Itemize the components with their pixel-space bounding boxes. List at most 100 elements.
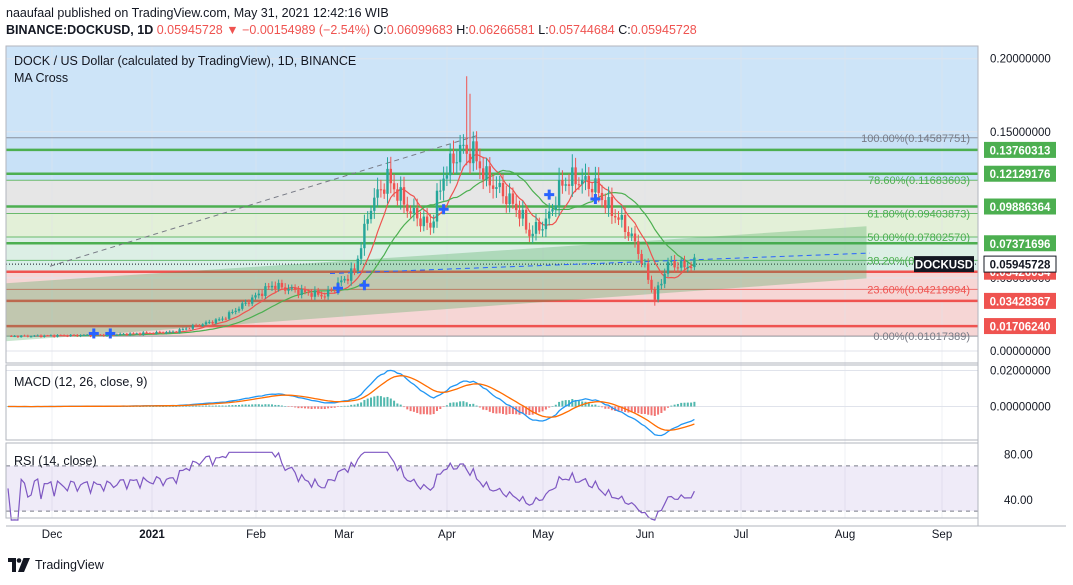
time-axis[interactable]: Dec 2021 Feb Mar Apr May Jun Jul Aug Sep [42,529,952,541]
macd-bar [218,405,221,407]
macd-bar [419,406,422,415]
candle-body [475,141,478,162]
candle-body [29,336,33,338]
macd-bar [257,404,260,407]
candle-body [369,210,373,220]
candle-body [501,182,505,197]
candle-body [175,331,178,333]
price-pane[interactable]: 100.00%(0.14587751) 78.60%(0.11683603) 61.… [5,46,978,518]
support-tag [984,292,1056,309]
macd-bar [525,406,528,415]
macd-bar [379,396,382,407]
macd-bar [406,406,409,410]
macd-bar [422,406,425,415]
macd-bar [445,405,448,407]
candle-body [511,193,515,204]
macd-bar [261,404,264,407]
candle-body [300,288,303,295]
chart-canvas[interactable]: 100.00%(0.14587751) 78.60%(0.11683603) 61.… [0,42,1073,554]
price-axis-tick: 0.15000000 [990,127,1051,139]
candle-body [673,260,676,268]
macd-bar [310,406,313,410]
fib-lines [6,137,978,337]
candle-body [449,153,452,176]
candle-body [135,333,138,335]
candle-body [389,168,392,184]
macd-bar [274,404,277,407]
macd-bar [330,406,333,409]
macd-bar [373,396,376,407]
candle-body [600,192,604,201]
rsi-title: RSI (14, close) [14,454,97,468]
candle-body [508,193,511,205]
macd-bar [198,405,201,407]
candle-body [412,208,416,214]
close-value: 0.05945728 [630,23,697,37]
macd-bar [577,400,580,407]
macd-bar [492,406,495,414]
macd-bar [297,406,300,409]
ma-cross-plus-icon [359,280,370,291]
macd-bar [680,402,683,407]
macd-pane[interactable]: 0.02000000 0.00000000 MACD (12, 26, close… [6,366,1051,437]
candle-body [148,332,152,334]
candle-body [115,334,119,336]
macd-bar [637,406,640,414]
macd-bar [630,406,633,413]
rsi-band-fill [6,465,978,512]
macd-bar [634,406,636,413]
candle-body [330,289,333,291]
macd-bar [145,406,148,407]
candle-body [59,334,62,336]
macd-bar [409,406,412,412]
horizontal-levels [6,148,978,328]
footer: TradingView [8,558,104,572]
candle-body [363,223,366,249]
macd-bar [686,402,689,407]
rsi-pane[interactable]: 80.00 40.00 RSI (14, close) [6,450,1033,521]
time-axis-label: 2021 [139,529,165,541]
ma-cross-plus-icon [105,328,116,339]
candle-body [293,287,297,290]
macd-bar [538,406,541,413]
macd-bar [317,406,320,409]
candle-body [465,144,468,154]
macd-bar [561,400,564,407]
macd-bar [185,406,188,407]
candle-body [208,321,211,323]
candle-body [554,205,557,210]
candle-body [13,336,16,338]
macd-bar [554,404,557,407]
macd-bar [449,402,452,407]
candle-body [548,211,551,219]
candle-body [620,214,623,220]
time-axis-label: Sep [932,529,952,541]
candle-body [386,168,389,194]
candle-body [396,189,399,201]
macd-bar [238,404,240,407]
resistance-tag [984,198,1056,215]
macd-bar [320,406,323,409]
candle-body [16,336,20,338]
macd-bar [551,406,554,407]
candle-body [422,216,425,227]
tradingview-brand[interactable]: TradingView [35,558,104,572]
macd-bar [673,404,676,407]
candle-body [211,321,214,324]
macd-bar [323,406,326,409]
candle-body [333,289,336,291]
candle-body [168,331,171,333]
candle-body [260,293,264,296]
candle-body [138,333,142,335]
open-label: O: [373,23,387,37]
candle-body [455,162,458,164]
candle-body [23,335,26,337]
macd-bar [465,402,468,407]
macd-bar [508,406,511,415]
down-arrow-icon: ▼ [226,23,239,37]
candle-body [142,332,145,335]
macd-bar [307,406,310,409]
macd-bar [383,397,386,407]
candle-body [340,280,343,283]
tradingview-logo-icon [8,558,30,572]
